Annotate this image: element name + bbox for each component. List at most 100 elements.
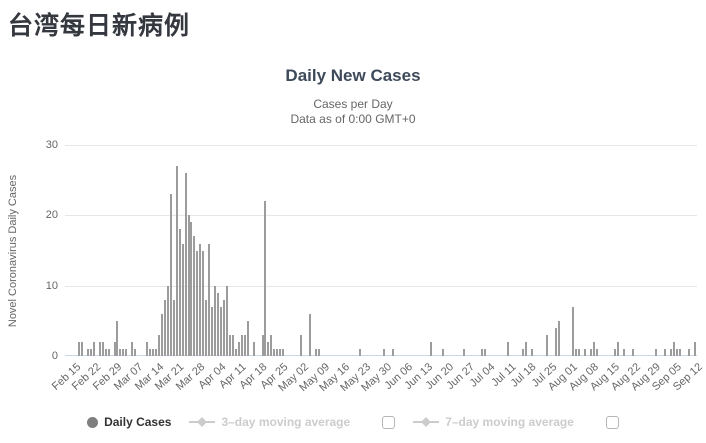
daily-cases-bar[interactable] (80, 341, 83, 356)
daily-cases-bar[interactable] (107, 349, 110, 356)
daily-cases-bar[interactable] (119, 349, 122, 356)
daily-cases-bar[interactable] (181, 243, 184, 356)
daily-cases-bar[interactable] (175, 166, 178, 356)
daily-cases-bar[interactable] (193, 236, 196, 356)
daily-cases-bar[interactable] (113, 341, 116, 356)
daily-cases-bar[interactable] (530, 349, 533, 356)
daily-cases-bar[interactable] (267, 341, 270, 356)
daily-cases-bar[interactable] (98, 341, 101, 356)
daily-cases-bar[interactable] (199, 243, 202, 356)
daily-cases-bar[interactable] (169, 194, 172, 356)
daily-cases-bar[interactable] (480, 349, 483, 356)
daily-cases-bar[interactable] (545, 334, 548, 356)
daily-cases-bar[interactable] (237, 341, 240, 356)
daily-cases-bar[interactable] (664, 349, 666, 356)
daily-cases-bar[interactable] (154, 349, 157, 356)
daily-cases-bar[interactable] (149, 349, 151, 356)
daily-cases-bar[interactable] (507, 341, 510, 356)
daily-cases-bar[interactable] (131, 341, 134, 356)
daily-cases-bar[interactable] (252, 341, 255, 356)
daily-cases-bar[interactable] (86, 349, 89, 356)
daily-cases-bar[interactable] (228, 334, 231, 356)
daily-cases-bar[interactable] (234, 349, 237, 356)
daily-cases-bar[interactable] (308, 313, 311, 356)
legend-item-daily-cases[interactable]: Daily Cases (87, 415, 171, 429)
daily-cases-bar[interactable] (270, 334, 273, 356)
daily-cases-bar[interactable] (572, 306, 575, 356)
daily-cases-bar[interactable] (205, 299, 208, 356)
daily-cases-bar[interactable] (622, 349, 625, 356)
daily-cases-bar[interactable] (442, 349, 444, 356)
daily-cases-bar[interactable] (575, 349, 578, 356)
3day-ma-checkbox[interactable] (382, 415, 396, 429)
daily-cases-bar[interactable] (687, 349, 690, 356)
daily-cases-bar[interactable] (208, 243, 211, 356)
daily-cases-bar[interactable] (196, 250, 199, 356)
daily-cases-bar[interactable] (300, 334, 302, 356)
daily-cases-bar[interactable] (163, 299, 166, 356)
daily-cases-bar[interactable] (261, 334, 264, 356)
daily-cases-bar[interactable] (214, 285, 217, 356)
daily-cases-bar[interactable] (631, 349, 634, 356)
daily-cases-bar[interactable] (220, 306, 222, 356)
daily-cases-bar[interactable] (590, 349, 592, 356)
daily-cases-bar[interactable] (89, 349, 92, 356)
daily-cases-bar[interactable] (264, 201, 267, 356)
daily-cases-bar[interactable] (675, 349, 678, 356)
daily-cases-bar[interactable] (246, 320, 249, 356)
daily-cases-bar[interactable] (134, 349, 137, 356)
daily-cases-bar[interactable] (217, 292, 220, 356)
daily-cases-bar[interactable] (146, 341, 148, 356)
daily-cases-bar[interactable] (672, 341, 675, 356)
daily-cases-bar[interactable] (276, 349, 279, 356)
daily-cases-bar[interactable] (557, 320, 560, 356)
daily-cases-bar[interactable] (314, 349, 317, 356)
daily-cases-bar[interactable] (92, 341, 95, 356)
daily-cases-bar[interactable] (187, 215, 190, 356)
daily-cases-bar[interactable] (243, 334, 246, 356)
daily-cases-bar[interactable] (430, 341, 433, 356)
daily-cases-bar[interactable] (578, 349, 581, 356)
daily-cases-bar[interactable] (78, 341, 80, 356)
daily-cases-bar[interactable] (391, 349, 394, 356)
daily-cases-bar[interactable] (678, 349, 681, 356)
daily-cases-bar[interactable] (125, 349, 128, 356)
daily-cases-bar[interactable] (122, 349, 125, 356)
daily-cases-bar[interactable] (462, 349, 465, 356)
daily-cases-bar[interactable] (240, 334, 243, 356)
daily-cases-bar[interactable] (166, 285, 169, 356)
daily-cases-bar[interactable] (231, 334, 234, 356)
daily-cases-bar[interactable] (116, 320, 119, 356)
daily-cases-bar[interactable] (522, 349, 524, 356)
daily-cases-bar[interactable] (178, 229, 181, 356)
daily-cases-bar[interactable] (616, 341, 619, 356)
daily-cases-bar[interactable] (693, 341, 696, 356)
daily-cases-bar[interactable] (524, 341, 527, 356)
daily-cases-bar[interactable] (613, 349, 616, 356)
daily-cases-bar[interactable] (101, 341, 104, 356)
daily-cases-bar[interactable] (670, 349, 672, 356)
daily-cases-bar[interactable] (483, 349, 486, 356)
daily-cases-bar[interactable] (160, 313, 163, 356)
daily-cases-bar[interactable] (596, 349, 598, 356)
daily-cases-bar[interactable] (359, 349, 362, 356)
daily-cases-bar[interactable] (273, 349, 276, 356)
daily-cases-bar[interactable] (279, 349, 282, 356)
7day-ma-checkbox[interactable] (605, 415, 619, 429)
daily-cases-bar[interactable] (226, 285, 228, 356)
daily-cases-bar[interactable] (584, 349, 587, 356)
daily-cases-bar[interactable] (382, 349, 385, 356)
daily-cases-bar[interactable] (655, 349, 658, 356)
daily-cases-bar[interactable] (190, 222, 193, 356)
daily-cases-bar[interactable] (172, 299, 175, 356)
daily-cases-bar[interactable] (593, 341, 595, 356)
daily-cases-bar[interactable] (184, 173, 187, 356)
daily-cases-bar[interactable] (157, 334, 160, 356)
legend-item-7day-ma[interactable]: 7–day moving average (413, 415, 574, 429)
daily-cases-bar[interactable] (202, 250, 205, 356)
daily-cases-bar[interactable] (211, 306, 214, 356)
daily-cases-bar[interactable] (152, 349, 154, 356)
daily-cases-bar[interactable] (223, 299, 225, 356)
daily-cases-bar[interactable] (317, 349, 320, 356)
daily-cases-bar[interactable] (104, 349, 107, 356)
